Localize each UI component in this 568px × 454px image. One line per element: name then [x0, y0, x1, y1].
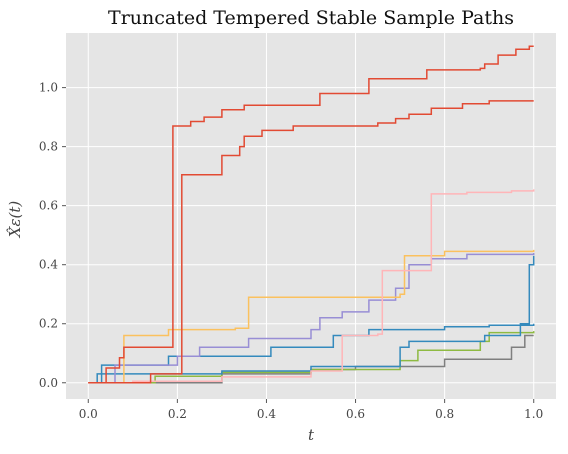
- series-layer: [88, 45, 535, 384]
- y-tick-label: 0.6: [39, 199, 58, 213]
- y-gridlines: [66, 87, 556, 384]
- series-line-2: [88, 331, 535, 384]
- y-axis-label: X̂ε(t): [6, 201, 24, 239]
- series-line-3: [88, 255, 535, 384]
- x-tick-label: 0.4: [257, 407, 276, 421]
- x-axis-label: t: [308, 426, 315, 444]
- y-tick-label: 0.8: [39, 140, 58, 154]
- y-tick-label: 0.4: [39, 258, 58, 272]
- series-line-6: [88, 249, 535, 384]
- y-axis: 0.0 0.2 0.4 0.6 0.8 1.0: [39, 81, 66, 390]
- y-tick-label: 0.2: [39, 317, 58, 331]
- x-tick-label: 0.2: [168, 407, 187, 421]
- x-tick-label: 0.0: [79, 407, 98, 421]
- y-tick-label: 0.0: [39, 376, 58, 390]
- series-line-7: [88, 189, 535, 384]
- x-tick-label: 0.8: [435, 407, 454, 421]
- chart-title: Truncated Tempered Stable Sample Paths: [108, 7, 514, 29]
- x-axis: 0.0 0.2 0.4 0.6 0.8 1.0: [79, 399, 543, 421]
- y-tick-label: 1.0: [39, 81, 58, 95]
- series-line-8: [88, 45, 534, 384]
- series-line-9: [88, 100, 534, 384]
- x-tick-label: 1.0: [524, 407, 543, 421]
- x-tick-label: 0.6: [346, 407, 365, 421]
